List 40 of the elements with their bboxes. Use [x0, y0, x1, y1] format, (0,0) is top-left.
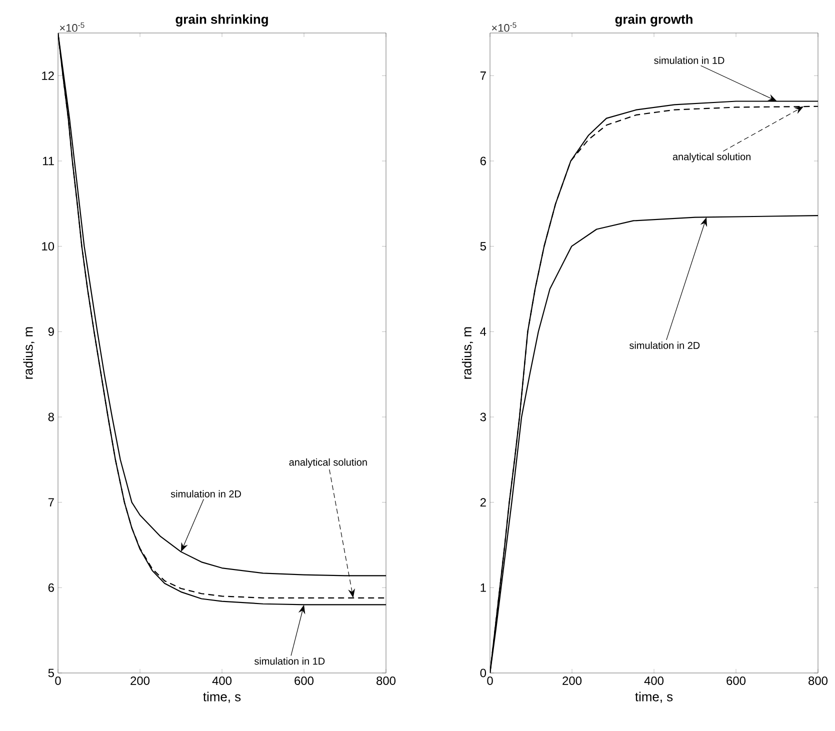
y-tick-label: 9 [48, 327, 54, 336]
text: ×10$^{-5}$ [492, 22, 516, 32]
x-tick-label: 800 [808, 676, 828, 685]
x-tick-label: 400 [644, 676, 664, 685]
y-tick-label: 12 [42, 71, 54, 80]
y-tick-label: 11 [42, 156, 54, 166]
annotation: simulation in 2D [170, 490, 241, 498]
x-tick-label: 200 [130, 676, 150, 685]
y-tick-label: 5 [48, 668, 54, 678]
annotation: simulation in 1D [254, 657, 325, 665]
x-tick-label: 600 [294, 676, 314, 685]
y-tick-label: 4 [480, 328, 486, 336]
x-tick-label: 200 [562, 676, 582, 685]
y-tick-label: 1 [480, 584, 486, 592]
y-tick-label: 7 [48, 498, 54, 506]
y-tick-label: 2 [480, 498, 486, 506]
text: ×10$^{-5}$ [60, 22, 84, 32]
y-tick-label: 5 [480, 242, 486, 250]
y-tick-label: 3 [480, 412, 486, 422]
annotation: analytical solution [289, 458, 367, 468]
y-tick-label: 10 [42, 242, 54, 251]
y-tick-label: 8 [48, 412, 54, 422]
y-tick-label: 7 [480, 72, 486, 80]
y-axis-title: radius, m [23, 327, 34, 379]
annotation: analytical solution [672, 152, 750, 162]
y-tick-label: 6 [480, 156, 486, 166]
x-axis-title: time, s [635, 692, 673, 703]
annotation: simulation in 2D [630, 342, 700, 349]
chart-title: grain growth [615, 14, 692, 26]
x-tick-label: 0 [55, 676, 61, 685]
x-tick-label: 0 [487, 676, 493, 685]
y-tick-label: 0 [480, 668, 486, 678]
x-axis-title: time, s [203, 692, 241, 703]
x-tick-label: 800 [376, 676, 396, 685]
y-axis-title: radius, m [462, 327, 473, 379]
x-tick-label: 400 [212, 676, 232, 685]
y-tick-label: 6 [48, 583, 54, 592]
annotation: simulation in 1D [654, 56, 724, 64]
x-tick-label: 600 [726, 676, 746, 685]
chart-title: grain shrinking [176, 14, 268, 26]
